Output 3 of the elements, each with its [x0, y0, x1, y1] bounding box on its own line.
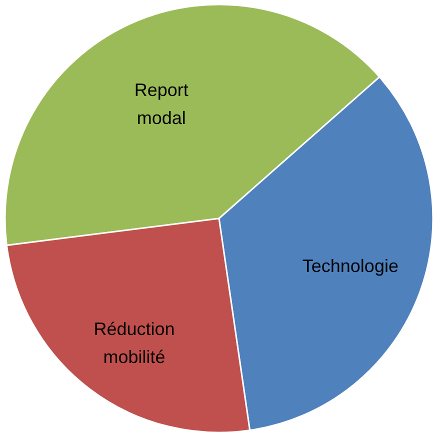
slice-label: Report modal [134, 80, 188, 128]
slice-label: Technologie [302, 256, 398, 276]
slice-label: Réduction mobilité [94, 318, 175, 367]
